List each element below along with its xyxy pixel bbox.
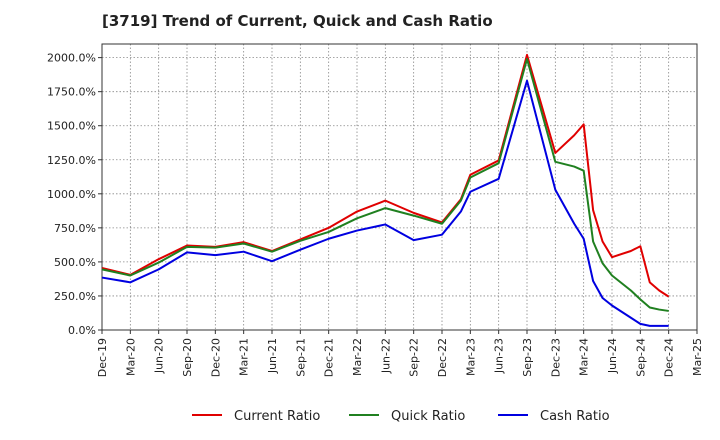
x-tick-label: Sep-23 xyxy=(521,338,534,377)
x-tick-label: Dec-20 xyxy=(209,338,222,377)
y-tick-label: 1250.0% xyxy=(47,154,96,167)
x-tick-label: Sep-24 xyxy=(634,338,647,377)
y-tick-label: 750.0% xyxy=(54,222,96,235)
plot-area xyxy=(101,43,698,331)
y-tick-label: 1500.0% xyxy=(47,120,96,133)
y-tick-label: 500.0% xyxy=(54,256,96,269)
legend: Current Ratio Quick Ratio Cash Ratio xyxy=(192,409,610,424)
x-tick-label: Mar-24 xyxy=(578,338,591,376)
x-tick-label: Mar-21 xyxy=(238,338,251,376)
x-tick-label: Mar-20 xyxy=(124,338,137,376)
x-tick-label: Jun-22 xyxy=(379,338,392,374)
y-tick-label: 0.0% xyxy=(68,324,96,337)
x-tick-label: Dec-24 xyxy=(663,338,676,377)
x-tick-label: Jun-21 xyxy=(266,338,279,374)
quick-ratio-line xyxy=(101,57,669,312)
series-lines xyxy=(101,53,670,327)
x-tick-label: Jun-20 xyxy=(153,338,166,374)
legend-label-current-ratio: Current Ratio xyxy=(234,409,320,424)
x-tick-label: Mar-22 xyxy=(351,338,364,376)
x-tick-label: Dec-22 xyxy=(436,338,449,377)
x-tick-label: Dec-19 xyxy=(96,338,109,377)
grid-lines xyxy=(101,44,698,331)
x-tick-label: Jun-24 xyxy=(606,338,619,374)
y-axis: 0.0% 250.0% 500.0% 750.0% 1000.0% 1250.0% 1500… xyxy=(47,52,102,337)
x-tick-label: Jun-23 xyxy=(493,338,506,374)
y-tick-label: 250.0% xyxy=(54,290,96,303)
x-tick-label: Sep-22 xyxy=(408,338,421,377)
x-tick-label: Mar-23 xyxy=(464,338,477,376)
x-tick-label: Sep-20 xyxy=(181,338,194,377)
x-axis: Dec-19 Mar-20 Jun-20 Sep-20 Dec-20 Mar-21 Jun-… xyxy=(96,330,704,377)
y-tick-label: 2000.0% xyxy=(47,52,96,65)
chart-title: [3719] Trend of Current, Quick and Cash … xyxy=(102,12,493,30)
y-tick-label: 1000.0% xyxy=(47,188,96,201)
legend-label-quick-ratio: Quick Ratio xyxy=(391,409,465,424)
x-tick-label: Mar-25 xyxy=(691,338,704,376)
cash-ratio-line xyxy=(101,79,669,327)
y-tick-label: 1750.0% xyxy=(47,86,96,99)
x-tick-label: Dec-23 xyxy=(549,338,562,377)
x-tick-label: Sep-21 xyxy=(294,338,307,377)
legend-label-cash-ratio: Cash Ratio xyxy=(540,409,610,424)
x-tick-label: Dec-21 xyxy=(323,338,336,377)
